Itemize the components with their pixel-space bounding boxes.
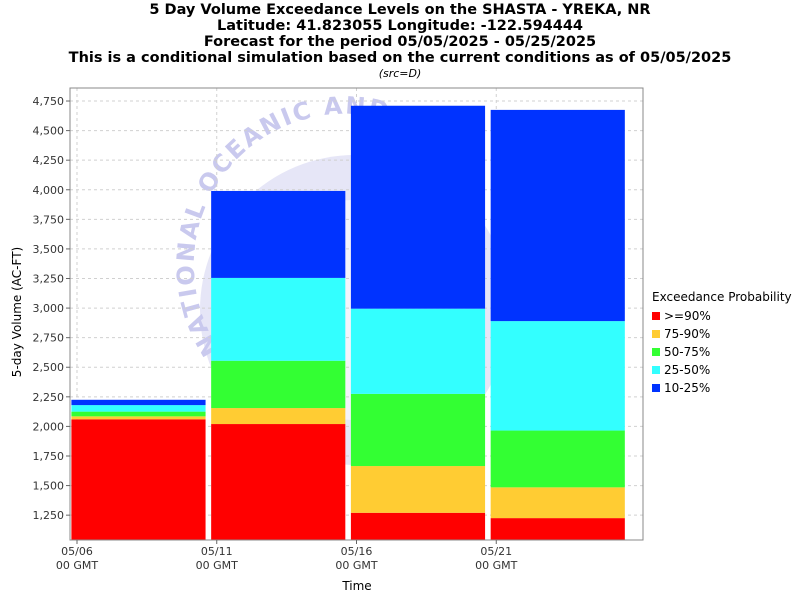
legend-item: 25-50% — [652, 361, 792, 379]
bar-1-segment-1 — [211, 408, 346, 425]
bar-2-segment-4 — [350, 105, 486, 309]
legend-swatch — [652, 312, 660, 320]
bar-3-segment-0 — [490, 518, 625, 540]
legend-label: 50-75% — [664, 345, 711, 359]
y-tick-label: 4,750 — [33, 95, 65, 108]
legend-label: 75-90% — [664, 327, 711, 341]
y-tick-label: 4,250 — [33, 154, 65, 167]
x-tick-sublabel: 00 GMT — [196, 559, 239, 572]
legend-item: 75-90% — [652, 325, 792, 343]
chart-title-line-3: Forecast for the period 05/05/2025 - 05/… — [203, 34, 597, 50]
chart-title-line-1: 5 Day Volume Exceedance Levels on the SH… — [149, 2, 651, 18]
legend-swatch — [652, 366, 660, 374]
y-tick-label: 2,000 — [33, 420, 65, 433]
legend-swatch — [652, 330, 660, 338]
chart-title-line-4: This is a conditional simulation based o… — [68, 50, 732, 66]
y-tick-label: 1,250 — [33, 509, 65, 522]
bar-3-segment-2 — [490, 430, 625, 488]
bar-2-segment-1 — [350, 466, 486, 513]
bar-0-segment-1 — [71, 416, 206, 420]
chart-axes: 1,250 1,500 1,750 2,000 2,250 2,500 2,750 3,000… — [33, 87, 644, 572]
y-tick-label: 4,500 — [33, 125, 65, 138]
bar-2-segment-0 — [350, 512, 486, 540]
bar-0-segment-3 — [71, 405, 206, 412]
legend-item: >=90% — [652, 307, 792, 325]
bar-1-segment-3 — [211, 277, 346, 361]
bar-3-segment-4 — [490, 109, 625, 322]
bar-0-segment-0 — [71, 419, 206, 540]
bar-0-segment-2 — [71, 411, 206, 417]
x-tick-label: 05/21 — [480, 545, 512, 558]
legend-item: 10-25% — [652, 379, 792, 397]
bar-2-segment-3 — [350, 308, 486, 394]
bar-2-segment-2 — [350, 393, 486, 467]
y-tick-label: 1,500 — [33, 480, 65, 493]
legend-swatch — [652, 384, 660, 392]
legend-swatch — [652, 348, 660, 356]
legend-label: 25-50% — [664, 363, 711, 377]
chart-legend: Exceedance Probability >=90% 75-90% 50-75%… — [652, 289, 792, 397]
y-tick-label: 2,750 — [33, 332, 65, 345]
chart-title-block: 5 Day Volume Exceedance Levels on the SH… — [0, 2, 800, 81]
x-axis-label: Time — [341, 579, 371, 593]
y-axis-label: 5-day Volume (AC-FT) — [10, 247, 24, 377]
chart-subtitle: (src=D) — [378, 67, 422, 80]
y-tick-label: 3,500 — [33, 243, 65, 256]
y-tick-label: 1,750 — [33, 450, 65, 463]
bar-1-segment-4 — [211, 190, 346, 278]
legend-label: >=90% — [664, 309, 711, 323]
x-tick-sublabel: 00 GMT — [475, 559, 518, 572]
y-tick-label: 4,000 — [33, 184, 65, 197]
legend-title: Exceedance Probability — [652, 290, 792, 304]
x-tick-label: 05/16 — [341, 545, 373, 558]
x-tick-sublabel: 00 GMT — [56, 559, 99, 572]
bar-1-segment-0 — [211, 424, 346, 540]
x-tick-label: 05/11 — [201, 545, 233, 558]
chart-title-line-2: Latitude: 41.823055 Longitude: -122.5944… — [216, 18, 584, 34]
y-tick-label: 2,250 — [33, 391, 65, 404]
legend-item: 50-75% — [652, 343, 792, 361]
bar-3-segment-3 — [490, 321, 625, 431]
legend-label: 10-25% — [664, 381, 711, 395]
y-tick-label: 3,750 — [33, 213, 65, 226]
legend-items: >=90% 75-90% 50-75% 25-50% 10-25% — [652, 307, 792, 397]
y-tick-label: 2,500 — [33, 361, 65, 374]
y-tick-label: 3,000 — [33, 302, 65, 315]
bar-1-segment-2 — [211, 360, 346, 409]
x-tick-label: 05/06 — [61, 545, 93, 558]
bar-0-segment-4 — [71, 399, 206, 406]
bar-3-segment-1 — [490, 487, 625, 519]
chart-bars — [71, 105, 625, 540]
y-tick-label: 3,250 — [33, 273, 65, 286]
x-tick-sublabel: 00 GMT — [335, 559, 378, 572]
